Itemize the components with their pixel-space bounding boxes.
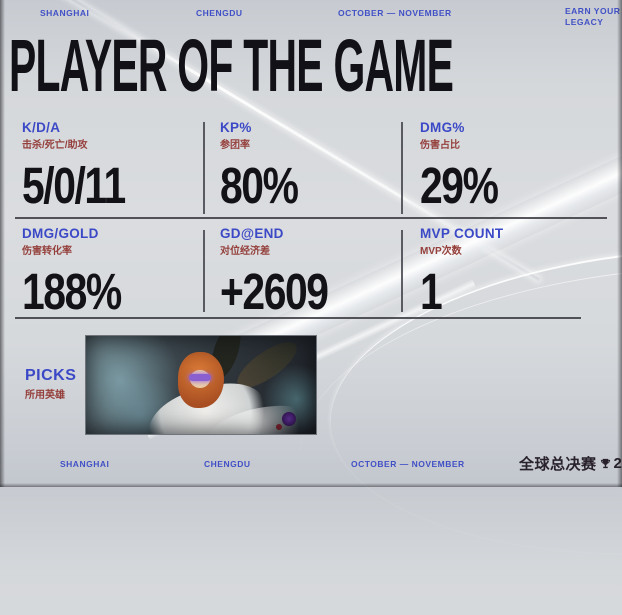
page-title: PLAYER OF THE GAME [9,23,454,108]
row-divider [15,217,607,219]
stat-sublabel: 对位经济差 [220,246,270,257]
picks-section: PICKS 所用英雄 [25,367,76,401]
stat-value: 29% [420,158,499,215]
bottom-edge-shadow [0,483,622,487]
left-edge-shadow [0,0,5,487]
stat-sublabel: 伤害占比 [420,140,460,151]
stat-value: 1 [420,264,443,321]
stat-value: 188% [22,264,122,321]
stat-label: DMG/GOLD [22,226,99,241]
stat-cell-dmg: DMG% 伤害占比 29% [420,120,600,215]
worlds-logo-text: 全球总决赛 [519,456,597,473]
row-divider [15,317,581,319]
stat-label: K/D/A [22,120,61,135]
stat-cell-kp: KP% 参团率 80% [220,120,400,215]
stat-value: +2609 [220,264,329,321]
stat-sublabel: 击杀/死亡/助攻 [22,140,88,151]
splash-vignette [86,336,316,434]
stat-sublabel: 参团率 [220,140,250,151]
picks-label: PICKS [25,367,77,384]
header-city-chengdu: CHENGDU [196,8,243,18]
stat-label: GD@END [220,226,284,241]
tagline-line-1: EARN YOUR [565,6,621,16]
footer-dates: OCTOBER — NOVEMBER [351,459,465,469]
stat-cell-mvp: MVP COUNT MVP次数 1 [420,226,600,321]
stat-cell-kda: K/D/A 击杀/死亡/助攻 5/0/11 [22,120,202,215]
worlds-logo: 全球总决赛 25 [519,453,622,474]
stat-cell-dmggold: DMG/GOLD 伤害转化率 188% [22,226,202,321]
header-city-shanghai: SHANGHAI [40,8,90,18]
column-divider [203,230,205,312]
stat-label: MVP COUNT [420,226,504,241]
footer-city-chengdu: CHENGDU [204,459,251,469]
picks-sublabel: 所用英雄 [25,390,65,401]
champion-splash-image [85,335,317,435]
tagline-line-2: LEGACY [565,16,604,27]
stat-value: 5/0/11 [22,158,126,215]
stat-value: 80% [220,158,299,215]
splash-accent-orbs [282,412,296,426]
column-divider [203,122,205,214]
column-divider [401,230,403,312]
footer-city-shanghai: SHANGHAI [60,459,110,469]
stat-cell-gdend: GD@END 对位经济差 +2609 [220,226,400,321]
stat-label: DMG% [420,120,465,135]
header-tagline: EARN YOUR LEGACY [565,6,620,27]
header-dates: OCTOBER — NOVEMBER [338,8,452,18]
right-edge-shadow [617,0,622,487]
summoners-cup-icon [600,458,610,469]
column-divider [401,122,403,214]
stat-label: KP% [220,120,252,135]
splash-glasses [189,374,211,381]
stat-sublabel: 伤害转化率 [22,246,72,257]
stat-sublabel: MVP次数 [420,246,462,257]
